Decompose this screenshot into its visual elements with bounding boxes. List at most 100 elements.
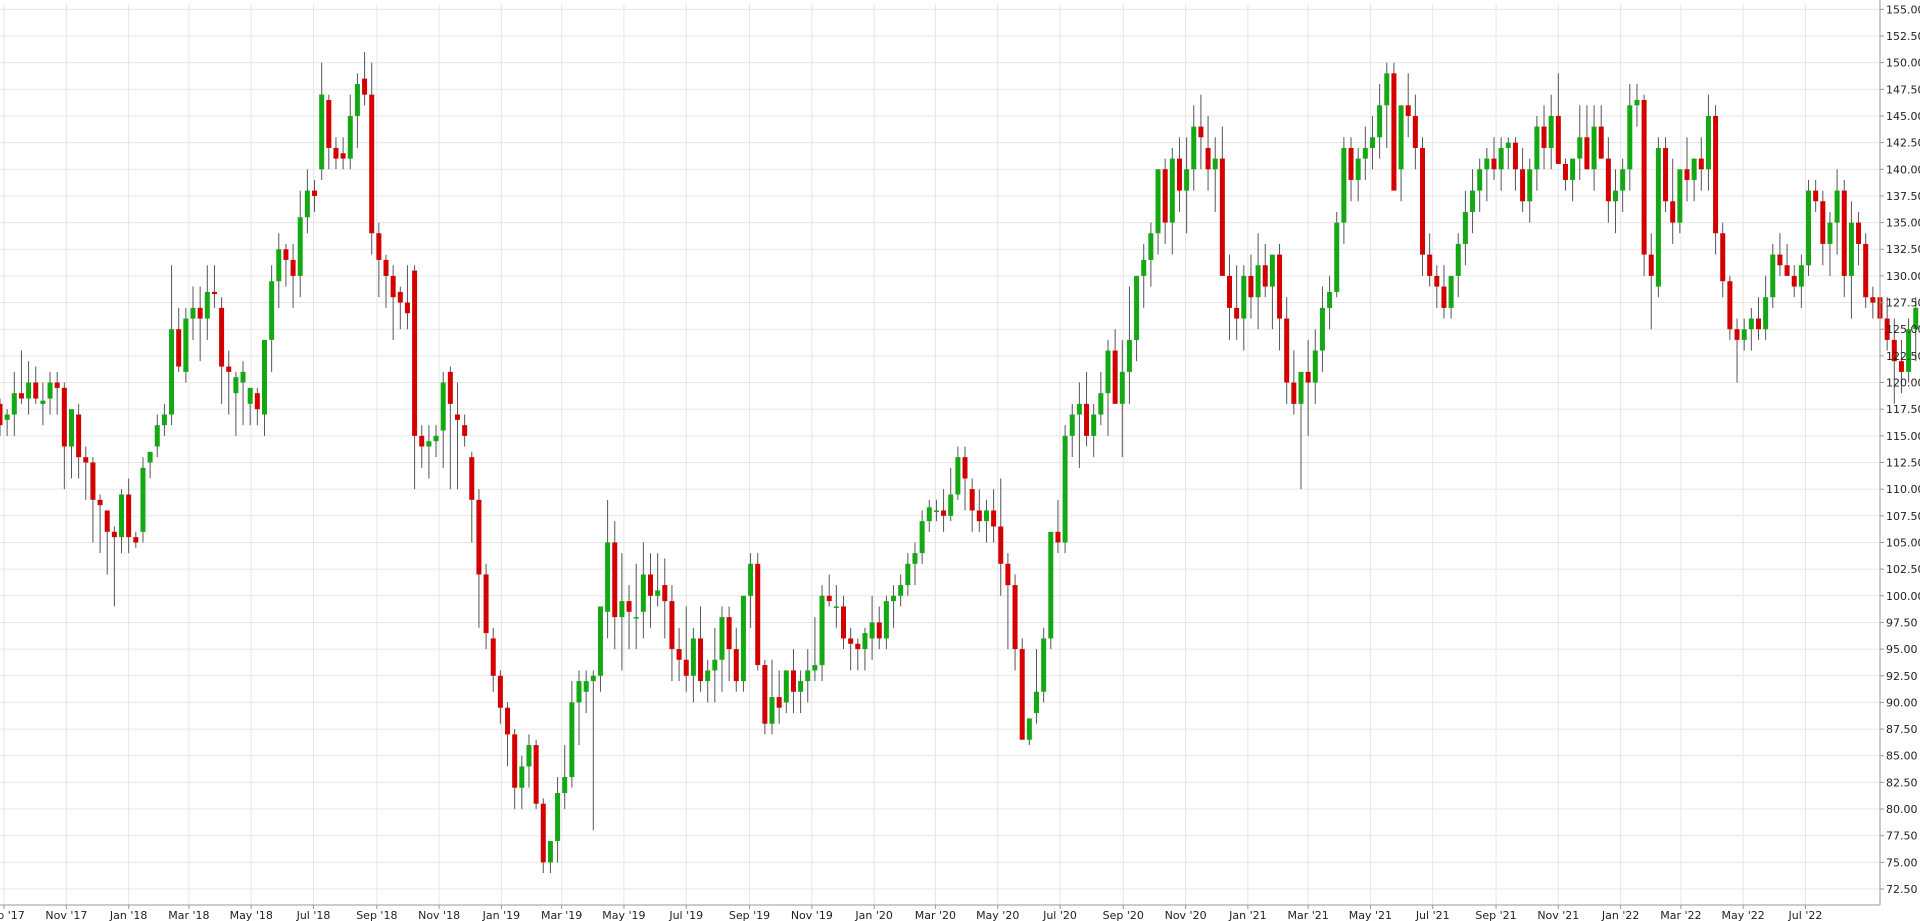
- candle-body-down: [283, 249, 289, 260]
- candle: [1341, 137, 1347, 244]
- candle: [233, 371, 239, 436]
- x-tick-label: May '19: [602, 909, 645, 921]
- y-tick-label: 97.50: [1886, 616, 1918, 629]
- candle: [626, 585, 632, 650]
- candle: [955, 446, 961, 500]
- candle-body-down: [755, 563, 761, 666]
- x-tick-label: May '18: [230, 909, 273, 921]
- candle-body-up: [1169, 158, 1175, 223]
- candle-body-down: [976, 510, 982, 522]
- y-tick-label: 120.00: [1886, 377, 1920, 390]
- candle-body-up: [590, 675, 596, 682]
- candle-body-up: [955, 457, 961, 495]
- x-tick-label: May '20: [976, 909, 1019, 921]
- candle: [905, 553, 911, 596]
- x-tick-label: Nov '20: [1165, 909, 1207, 921]
- candle-body-up: [68, 409, 74, 447]
- candle-body-down: [1405, 105, 1411, 116]
- candle-body-up: [555, 793, 561, 842]
- candle: [1591, 105, 1597, 191]
- candle: [762, 659, 768, 735]
- candle: [1455, 233, 1461, 298]
- candle: [1677, 169, 1683, 234]
- candle-body-down: [1277, 254, 1283, 319]
- candle: [1484, 147, 1490, 202]
- candle: [1670, 158, 1676, 244]
- candle: [68, 409, 74, 479]
- candle: [1620, 158, 1626, 212]
- candle: [133, 531, 139, 548]
- candle-body-up: [233, 377, 239, 394]
- candle-body-up: [1062, 435, 1068, 543]
- candle: [176, 307, 182, 372]
- candle: [1584, 105, 1590, 170]
- x-tick-label: May '22: [1722, 909, 1765, 921]
- candle: [1055, 499, 1061, 554]
- candle: [883, 595, 889, 650]
- candle: [533, 739, 539, 810]
- candle-body-up: [805, 670, 811, 682]
- x-tick-label: Mar '21: [1287, 909, 1328, 921]
- candle-body-down: [490, 638, 496, 676]
- candle: [1834, 169, 1840, 255]
- candle-body-up: [912, 553, 918, 564]
- candle: [740, 595, 746, 692]
- candle: [1026, 718, 1032, 746]
- candle: [447, 366, 453, 490]
- candle-body-up: [1455, 243, 1461, 276]
- y-tick-label: 75.00: [1886, 856, 1918, 869]
- y-tick-label: 85.00: [1886, 750, 1918, 763]
- candle-body-up: [1770, 254, 1776, 298]
- candle-body-down: [219, 307, 225, 367]
- y-tick-label: 115.00: [1886, 430, 1920, 443]
- candle: [1369, 115, 1375, 170]
- candle: [4, 409, 10, 436]
- candle: [1705, 94, 1711, 191]
- candle-body-up: [276, 249, 282, 282]
- candle: [247, 387, 253, 426]
- candle-body-down: [1284, 318, 1290, 383]
- candle-body-up: [748, 563, 754, 596]
- candle: [1255, 233, 1261, 330]
- candle-body-down: [1541, 126, 1547, 148]
- candle: [126, 478, 132, 554]
- candle: [33, 366, 39, 404]
- candle-body-up: [1212, 158, 1218, 170]
- candle-body-up: [1191, 126, 1197, 170]
- candle-body-up: [297, 217, 303, 276]
- candle-body-up: [1362, 147, 1368, 159]
- candle-body-down: [333, 147, 339, 159]
- x-tick-label: Sep '17: [0, 909, 25, 921]
- candle-body-up: [1255, 265, 1261, 298]
- candle-body-down: [533, 745, 539, 804]
- x-tick-label: Jan '18: [109, 909, 147, 921]
- candle: [555, 777, 561, 863]
- candle-body-up: [1627, 105, 1633, 170]
- candle-body-down: [1713, 115, 1719, 234]
- candle: [840, 595, 846, 650]
- candle: [362, 51, 368, 106]
- candle-body-down: [83, 457, 89, 463]
- candle-body-up: [1827, 222, 1833, 244]
- candle: [1234, 265, 1240, 340]
- candle-body-up: [1677, 169, 1683, 223]
- candle: [111, 526, 117, 607]
- y-tick-label: 77.50: [1886, 830, 1918, 843]
- candle-body-down: [1162, 169, 1168, 223]
- candle-body-down: [1219, 158, 1225, 276]
- candle-body-up: [240, 371, 246, 383]
- candle-body-up: [354, 83, 360, 116]
- candle-body-down: [383, 259, 389, 276]
- candle: [748, 553, 754, 628]
- candle-body-up: [869, 622, 875, 639]
- candle-body-down: [483, 574, 489, 634]
- candle-body-up: [1026, 718, 1032, 740]
- candle-body-up: [147, 451, 153, 463]
- candle: [1784, 243, 1790, 276]
- candle: [1870, 286, 1876, 319]
- candle: [190, 286, 196, 340]
- candle-body-up: [569, 702, 575, 778]
- candle: [855, 638, 861, 671]
